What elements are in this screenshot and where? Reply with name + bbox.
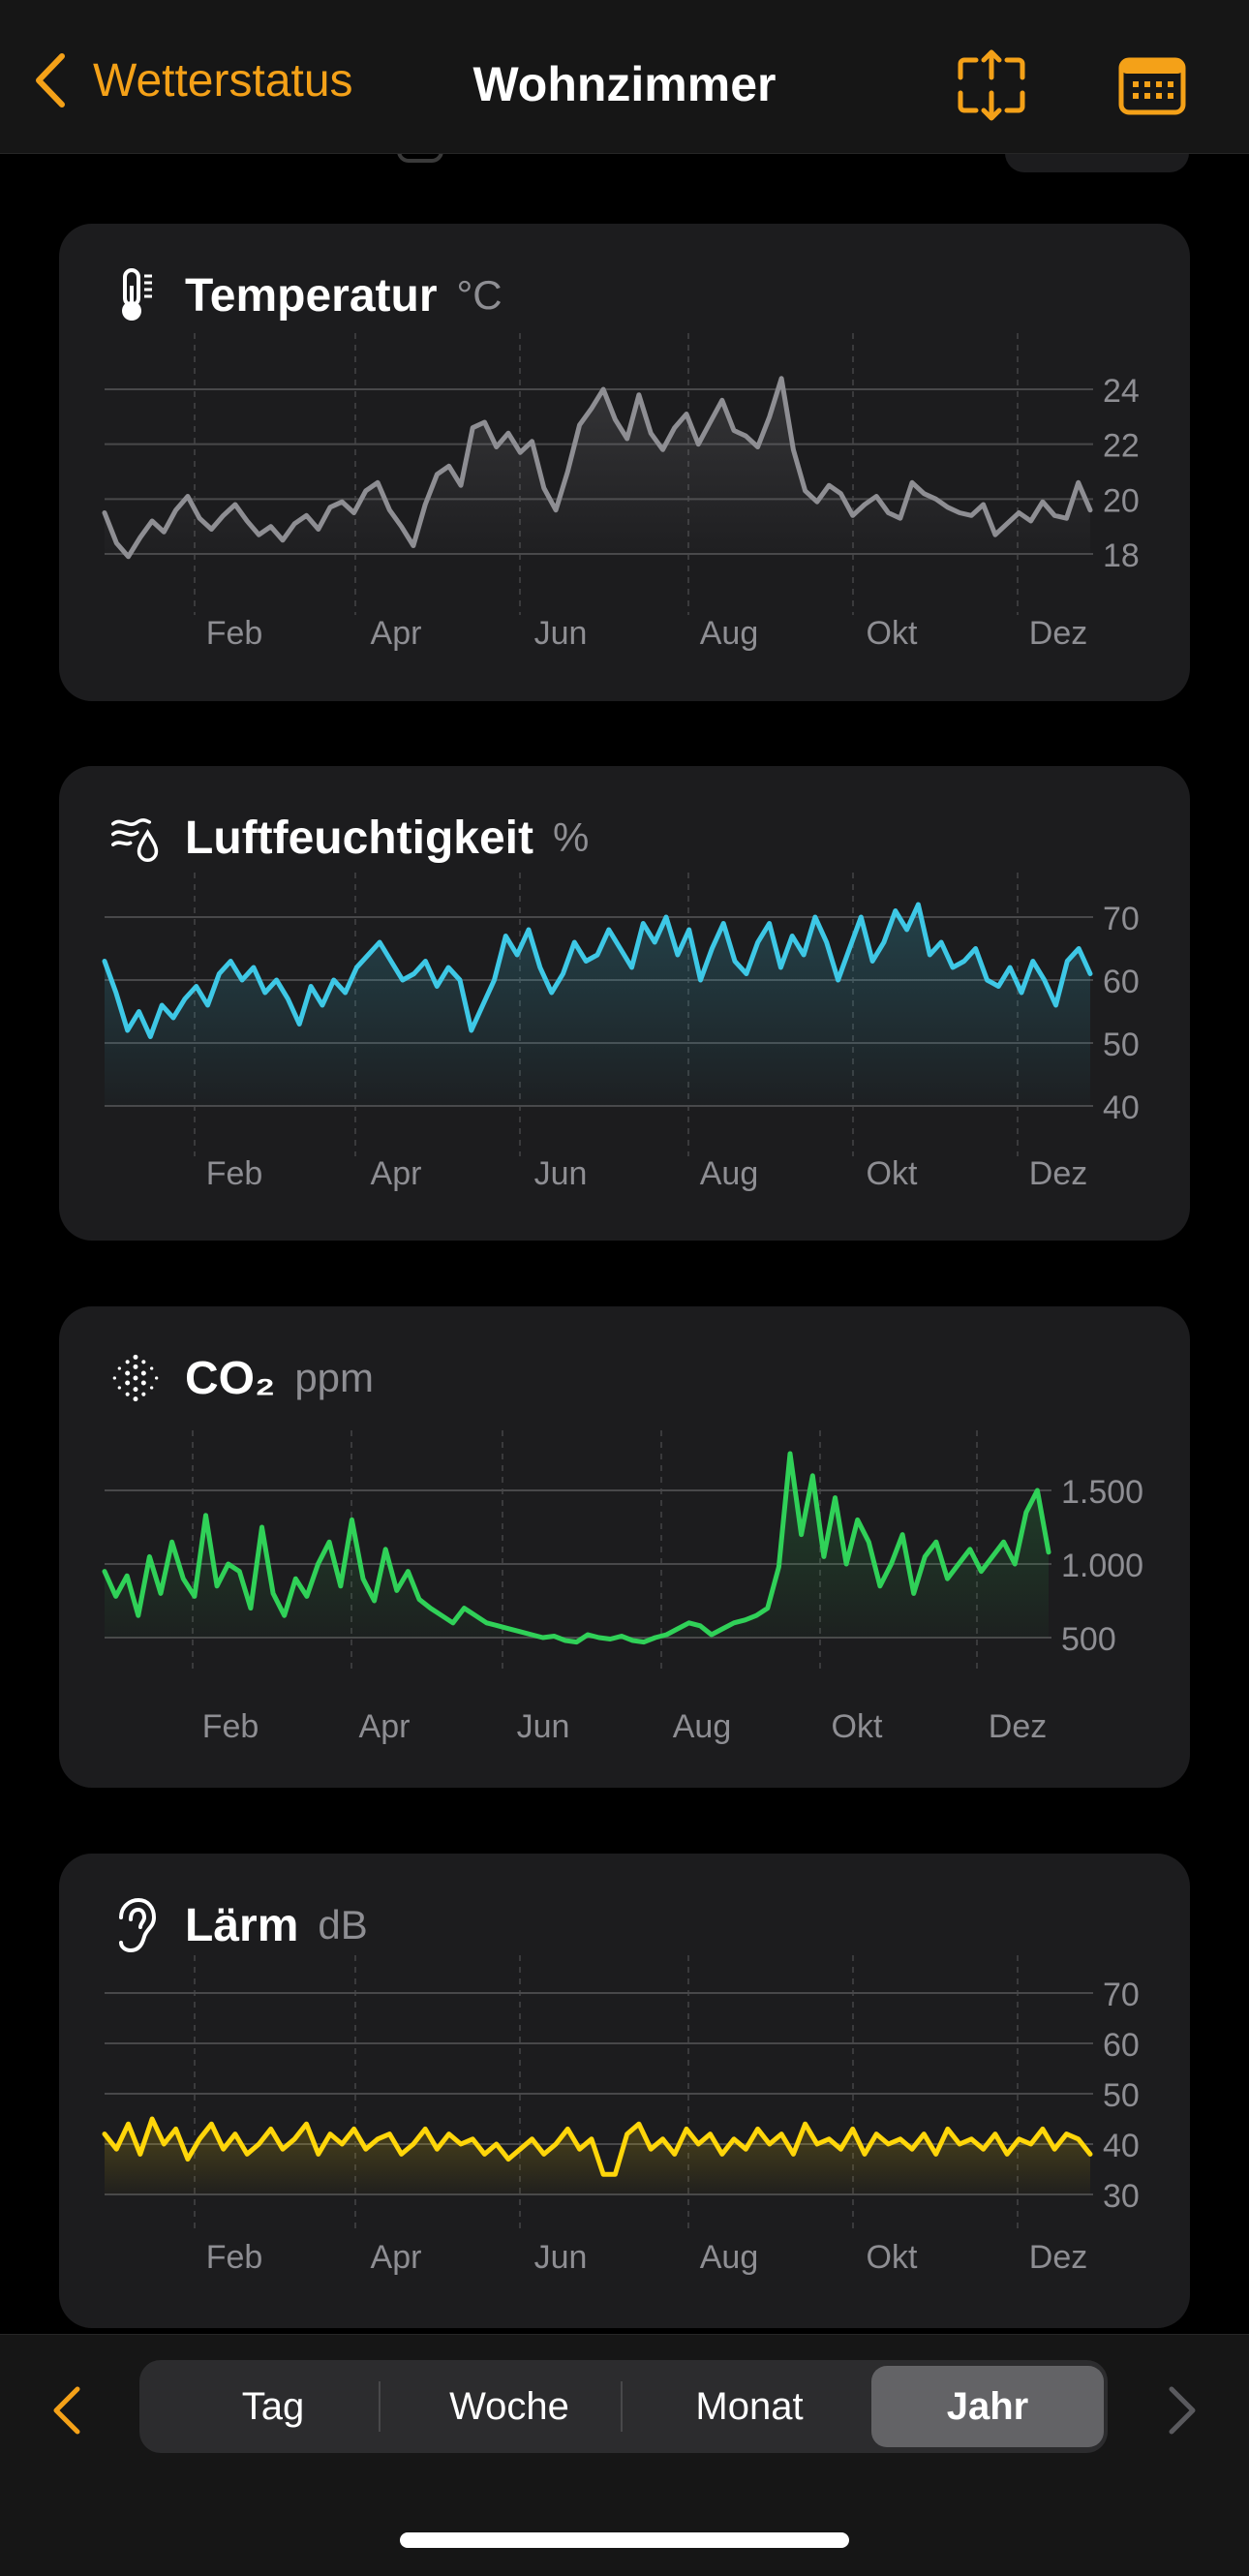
noise-card[interactable]: Lärm dB 70 60 50 40 30 Feb Apr Jun Aug Okt Dez bbox=[59, 1854, 1190, 2328]
x-tick-label: Jun bbox=[517, 1708, 570, 1745]
y-tick-label: 18 bbox=[1103, 537, 1140, 574]
thermometer-icon bbox=[122, 268, 152, 321]
period-segmented-control: Tag Woche Monat Jahr bbox=[139, 2360, 1108, 2453]
co2-dots-icon bbox=[112, 1354, 159, 1402]
back-label: Wetterstatus bbox=[93, 54, 353, 107]
x-tick-label: Feb bbox=[206, 2239, 263, 2276]
segment-year[interactable]: Jahr bbox=[871, 2366, 1104, 2447]
y-tick-label: 60 bbox=[1103, 2027, 1140, 2064]
x-tick-label: Feb bbox=[206, 1155, 263, 1192]
series-line bbox=[102, 902, 1093, 1039]
y-tick-label: 24 bbox=[1103, 373, 1140, 410]
y-tick-label: 70 bbox=[1103, 1977, 1140, 2013]
x-tick-label: Jun bbox=[534, 2239, 588, 2276]
y-tick-label: 40 bbox=[1103, 1089, 1140, 1126]
calendar-icon[interactable] bbox=[1115, 48, 1189, 122]
x-tick-label: Aug bbox=[673, 1708, 732, 1745]
y-tick-label: 1.500 bbox=[1061, 1474, 1143, 1511]
segment-month[interactable]: Monat bbox=[695, 2384, 804, 2428]
x-tick-label: Feb bbox=[206, 615, 263, 652]
segment-divider bbox=[379, 2381, 381, 2432]
previous-period-button[interactable] bbox=[46, 2383, 85, 2438]
segment-week[interactable]: Woche bbox=[449, 2384, 569, 2428]
x-tick-label: Dez bbox=[989, 1708, 1047, 1745]
series-line bbox=[102, 376, 1093, 560]
y-tick-label: 1.000 bbox=[1061, 1548, 1143, 1584]
humidity-card[interactable]: Luftfeuchtigkeit % 70 60 50 40 Feb Apr Jun Aug O… bbox=[59, 766, 1190, 1241]
x-tick-label: Dez bbox=[1029, 1155, 1087, 1192]
x-tick-label: Feb bbox=[202, 1708, 259, 1745]
y-tick-label: 50 bbox=[1103, 2077, 1140, 2114]
x-tick-label: Okt bbox=[867, 1155, 918, 1192]
co2-card[interactable]: CO₂ ppm 1.500 1.000 500 Feb Apr Jun Aug Okt Dez bbox=[59, 1306, 1190, 1788]
ear-icon bbox=[119, 1897, 157, 1953]
nav-header: Wetterstatus Wohnzimmer bbox=[0, 0, 1249, 154]
temperature-card[interactable]: Temperatur °C 24 22 20 18 Feb Apr Jun Aug Okt Dez bbox=[59, 224, 1190, 701]
series-line bbox=[102, 2116, 1093, 2177]
home-indicator bbox=[400, 2532, 849, 2548]
back-button[interactable]: Wetterstatus bbox=[31, 50, 353, 110]
series-line bbox=[102, 1451, 1051, 1645]
card-unit: dB bbox=[318, 1902, 368, 1947]
card-title: Temperatur bbox=[185, 269, 438, 322]
co2-chart: 1.500 1.000 500 Feb Apr Jun Aug Okt Dez bbox=[102, 1430, 1143, 1745]
segment-day[interactable]: Tag bbox=[241, 2384, 305, 2428]
x-tick-label: Okt bbox=[867, 2239, 918, 2276]
segment-divider bbox=[621, 2381, 623, 2432]
card-unit: % bbox=[552, 814, 590, 860]
y-tick-label: 30 bbox=[1103, 2178, 1140, 2215]
humidity-chart: 70 60 50 40 Feb Apr Jun Aug Okt Dez bbox=[102, 873, 1140, 1192]
y-tick-label: 50 bbox=[1103, 1027, 1140, 1063]
x-tick-label: Aug bbox=[700, 2239, 759, 2276]
series-area bbox=[105, 905, 1090, 1106]
series-area bbox=[105, 1454, 1049, 1642]
x-tick-label: Aug bbox=[700, 1155, 759, 1192]
x-tick-label: Apr bbox=[371, 615, 422, 652]
x-tick-label: Apr bbox=[371, 2239, 422, 2276]
humidity-icon bbox=[111, 818, 159, 862]
x-tick-label: Okt bbox=[832, 1708, 883, 1745]
card-title: CO₂ bbox=[185, 1352, 276, 1404]
noise-chart: 70 60 50 40 30 Feb Apr Jun Aug Okt Dez bbox=[102, 1955, 1140, 2276]
card-title: Lärm bbox=[185, 1899, 299, 1951]
y-tick-label: 20 bbox=[1103, 482, 1140, 519]
x-tick-label: Apr bbox=[359, 1708, 411, 1745]
card-unit: °C bbox=[456, 272, 503, 318]
next-period-button[interactable] bbox=[1164, 2383, 1203, 2438]
y-tick-label: 70 bbox=[1103, 901, 1140, 937]
card-title: Luftfeuchtigkeit bbox=[185, 812, 533, 864]
x-tick-label: Okt bbox=[867, 615, 918, 652]
x-tick-label: Jun bbox=[534, 1155, 588, 1192]
scrolled-button-peek bbox=[1005, 153, 1189, 172]
x-tick-label: Dez bbox=[1029, 2239, 1087, 2276]
y-tick-label: 500 bbox=[1061, 1621, 1116, 1658]
y-tick-label: 60 bbox=[1103, 964, 1140, 1000]
scrolled-content-peek bbox=[397, 151, 443, 163]
page-title: Wohnzimmer bbox=[472, 57, 777, 111]
x-tick-label: Dez bbox=[1029, 615, 1087, 652]
y-tick-label: 22 bbox=[1103, 428, 1140, 465]
x-tick-label: Apr bbox=[371, 1155, 422, 1192]
x-tick-label: Jun bbox=[534, 615, 588, 652]
chevron-left-icon bbox=[36, 53, 65, 107]
temperature-chart: 24 22 20 18 Feb Apr Jun Aug Okt Dez bbox=[102, 333, 1140, 652]
expand-arrows-icon[interactable] bbox=[955, 48, 1028, 122]
y-tick-label: 40 bbox=[1103, 2128, 1140, 2164]
card-unit: ppm bbox=[294, 1355, 375, 1400]
x-tick-label: Aug bbox=[700, 615, 759, 652]
